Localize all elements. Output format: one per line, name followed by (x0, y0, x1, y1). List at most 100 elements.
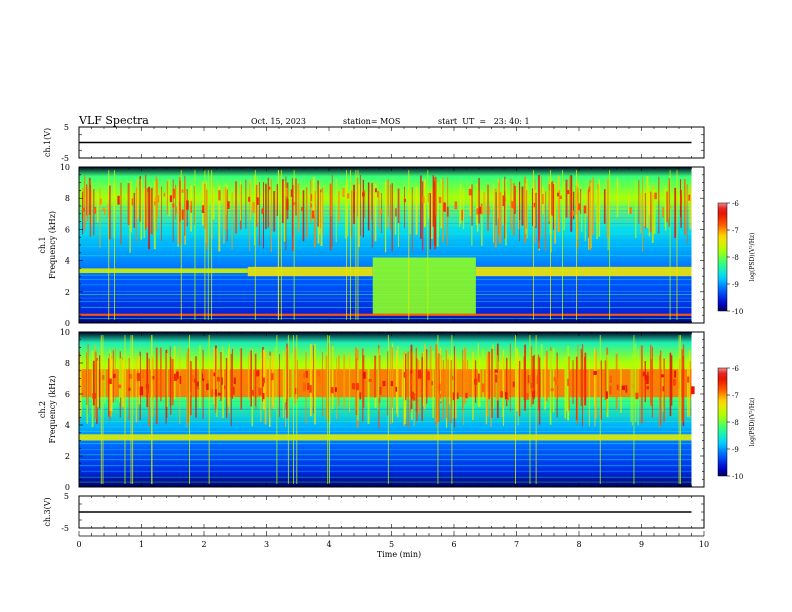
ch1-spectrogram-intense-patch (218, 190, 221, 201)
ch2-spectrogram-intense-patch (691, 386, 695, 395)
ch2-spectrogram-intense-patch (305, 370, 308, 378)
ch2-spectrogram-intense-patch (368, 378, 372, 382)
ch1-spectrogram-intense-patch (532, 202, 536, 208)
ch2-spectrogram-intense-patch (188, 392, 192, 396)
ch2-spectrogram-intense-patch (410, 370, 413, 374)
ch1-spectrogram-intense-patch (502, 195, 505, 207)
ch2-spectrogram-intense-patch (262, 377, 265, 384)
ch1-spectrogram-intense-patch (186, 200, 189, 210)
ch1-spectrogram-intense-patch (480, 203, 483, 215)
ch1-spectrogram-ytick-label: 6 (65, 225, 70, 234)
ch2-spectrogram-intense-patch (206, 383, 210, 391)
ch2-spectrogram-intense-patch (625, 385, 628, 393)
ch2-spectrogram-intense-patch (452, 392, 456, 401)
ch1-spectrogram-intense-patch (286, 199, 289, 211)
ch1-spectrogram-intense-patch (583, 205, 587, 214)
ch2-spectrogram-intense-patch (258, 387, 262, 396)
ch1-spectrogram-intense-patch (557, 192, 560, 197)
ch1-spectrogram-colorbar-tick-label: -6 (732, 200, 739, 208)
ch1-spectrogram-intense-patch (256, 197, 259, 205)
ch2-spectrogram-intense-patch (477, 373, 480, 383)
ch1-spectrogram-intense-patch (438, 196, 442, 204)
ch1-spectrogram-panel: 0 2 4 6 8 10 ch.1Frequency (kHz) -6 -7 -8 -9 -10 log… (38, 163, 756, 328)
ch2-spectrogram-intense-patch (217, 392, 222, 396)
ch1-spectrogram-intense-patch (346, 193, 350, 199)
ch2-spectrogram-intense-patch (108, 378, 112, 385)
ch2-spectrogram-intense-patch (194, 378, 196, 383)
ch2-spectrogram-intense-patch (233, 386, 235, 395)
ch2-spectrogram-intense-patch (355, 383, 360, 391)
ch1-spectrogram-intense-patch (588, 186, 591, 193)
ch2-spectrogram-intense-patch (410, 379, 413, 386)
ch2-spectrogram-ylabel: ch.2Frequency (kHz) (38, 375, 57, 443)
ch1-spectrogram-band-2 (475, 266, 692, 277)
time-axis-tick-label: 3 (264, 540, 269, 549)
ch2-spectrogram-intense-patch (92, 393, 96, 399)
ch3-voltage-ytick-label: 5 (64, 492, 69, 501)
ch2-spectrogram-intense-patch (270, 373, 274, 381)
time-axis-tick-label: 9 (639, 540, 644, 549)
ch2-spectrogram-colorbar-tick-label: -9 (732, 446, 739, 454)
ch1-spectrogram-colorbar-label: log(PSD)(V²/Hz) (749, 233, 756, 282)
ch2-spectrogram-intense-patch (262, 393, 265, 400)
ch1-spectrogram-ytick-label: 0 (65, 319, 70, 328)
time-axis-tick-label: 6 (451, 540, 456, 549)
ch2-spectrogram-colorbar (717, 367, 728, 477)
ch1-spectrogram-intense-patch (688, 194, 691, 201)
ch1-spectrogram-intense-patch (179, 201, 182, 212)
ch2-spectrogram-intense-patch (512, 381, 515, 387)
ch1-spectrogram-intense-patch (629, 207, 632, 214)
ch1-spectrogram-intense-patch (541, 194, 544, 205)
ch2-spectrogram-intense-patch (645, 375, 649, 385)
ch1-spectrogram-ytick-label: 4 (65, 257, 70, 266)
ch2-spectrogram-intense-patch (609, 375, 612, 384)
ch2-spectrogram-intense-patch (535, 375, 539, 384)
ch1-spectrogram-intense-patch (163, 192, 166, 197)
ch2-spectrogram-intense-patch (646, 386, 649, 390)
ch1-spectrogram-intense-patch (157, 195, 160, 203)
ch1-spectrogram-intense-patch (476, 208, 479, 215)
ch2-spectrogram-ytick-label: 8 (65, 359, 70, 368)
ch2-spectrogram-intense-patch (317, 376, 321, 384)
ch1-spectrogram-band-0 (79, 268, 248, 274)
ch2-spectrogram-intense-patch (176, 371, 179, 380)
ch1-spectrogram-intense-patch (310, 203, 313, 208)
ch2-spectrogram-intense-patch (427, 371, 430, 381)
ch2-spectrogram-intense-patch (642, 371, 646, 377)
ch2-spectrogram-intense-patch (210, 389, 214, 397)
ch2-spectrogram-intense-patch (687, 376, 690, 383)
ch1-spectrogram-colorbar-tick-label: -10 (732, 308, 743, 316)
ch2-spectrogram-colorbar-tick-label: -6 (732, 365, 739, 373)
ch1-spectrogram-intense-patch (172, 203, 175, 208)
start-time-label: start UT = 23: 40: 1 (438, 117, 530, 126)
observation-date: Oct. 15, 2023 (251, 117, 306, 126)
time-axis: 0 1 2 3 4 5 6 7 8 9 10 (76, 531, 709, 549)
ch2-spectrogram-intense-patch (506, 393, 509, 401)
ch2-spectrogram-intense-patch (302, 382, 307, 392)
ch2-spectrogram-intense-patch (621, 385, 625, 390)
ch2-spectrogram-intense-patch (635, 392, 639, 400)
ch2-spectrogram-intense-patch (139, 386, 144, 396)
ch2-spectrogram-colorbar-tick-label: -7 (732, 392, 739, 400)
ch1-spectrogram-band-4 (79, 313, 692, 316)
ch1-spectrogram-intense-patch (104, 209, 106, 216)
ch1-spectrogram-intense-patch (374, 188, 377, 193)
ch1-spectrogram-ytick-label: 8 (65, 194, 70, 203)
ch2-spectrogram-intense-patch (190, 374, 193, 382)
ch2-spectrogram-panel: 0 2 4 6 8 10 ch.2Frequency (kHz) -6 -7 -8 -9 -10 log… (38, 328, 756, 492)
ch2-spectrogram-intense-patch (252, 390, 254, 396)
ch2-spectrogram-intense-patch (532, 390, 536, 398)
ch1-spectrogram-intense-patch (290, 189, 293, 197)
ch2-spectrogram-intense-patch (317, 370, 321, 377)
ch1-spectrogram-intense-patch (311, 210, 315, 219)
ch1-spectrogram-intense-patch (175, 206, 177, 214)
ch1-spectrogram-intense-patch (468, 188, 472, 196)
ch2-spectrogram-colorbar-tick-label: -10 (732, 473, 743, 481)
ch2-spectrogram-intense-patch (390, 381, 393, 387)
ch2-spectrogram-intense-patch (303, 373, 307, 379)
ch2-spectrogram-intense-patch (481, 383, 485, 393)
ch2-spectrogram-intense-patch (179, 375, 182, 384)
ch1-spectrogram-intense-patch (403, 198, 406, 203)
ch2-spectrogram-ytick-label: 10 (60, 328, 70, 337)
